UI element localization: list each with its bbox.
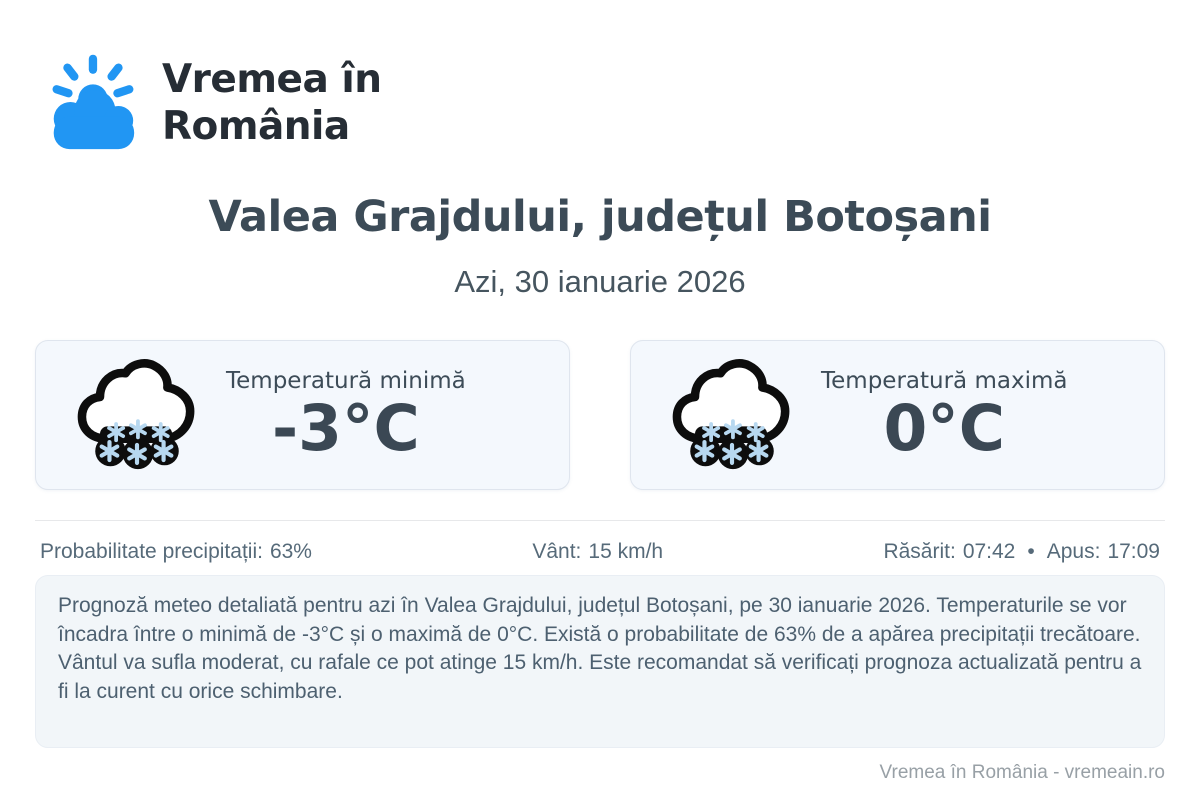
max-temperature-value: 0°C bbox=[883, 391, 1006, 465]
max-temperature-label: Temperatură maximă bbox=[821, 367, 1068, 394]
sun-times-stat: Răsărit: 07:42 • Apus: 17:09 bbox=[883, 540, 1160, 564]
footer-credit: Vremea în România - vremeain.ro bbox=[879, 762, 1165, 783]
brand-name-line2: România bbox=[162, 104, 350, 149]
min-temperature-value: -3°C bbox=[272, 391, 420, 465]
sunset-value: 17:09 bbox=[1107, 540, 1160, 563]
brand-logo[interactable]: Vremea în România bbox=[40, 52, 382, 156]
precipitation-value: 63% bbox=[269, 540, 312, 563]
wind-value: 15 km/h bbox=[588, 540, 664, 563]
date-subtitle: Azi, 30 ianuarie 2026 bbox=[454, 264, 746, 299]
sunrise-label: Răsărit: bbox=[883, 540, 956, 563]
wind-stat: Vânt: 15 km/h bbox=[532, 540, 663, 564]
page-title: Valea Grajdului, județul Botoșani bbox=[208, 192, 992, 242]
weather-stats-row: Probabilitate precipitații: 63% Vânt: 15… bbox=[40, 540, 1160, 564]
sunset-label: Apus: bbox=[1046, 540, 1101, 563]
snow-cloud-icon bbox=[672, 359, 790, 470]
section-divider bbox=[35, 520, 1165, 521]
temperature-cards: Temperatură minimă -3°C bbox=[35, 340, 1165, 490]
brand-name-line1: Vremea în bbox=[162, 57, 382, 103]
min-temperature-label: Temperatură minimă bbox=[226, 367, 466, 394]
max-temperature-text: Temperatură maximă 0°C bbox=[821, 368, 1067, 462]
wind-label: Vânt: bbox=[532, 540, 582, 563]
sunrise-stat: Răsărit: 07:42 bbox=[883, 540, 1015, 564]
sun-cloud-logo-icon bbox=[52, 54, 135, 150]
forecast-text: Prognoză meteo detaliată pentru azi în V… bbox=[58, 594, 1142, 703]
bullet-separator: • bbox=[1027, 540, 1035, 563]
min-temperature-card: Temperatură minimă -3°C bbox=[35, 340, 570, 490]
snow-cloud-icon bbox=[77, 359, 195, 470]
precipitation-stat: Probabilitate precipitații: 63% bbox=[40, 540, 312, 564]
precipitation-label: Probabilitate precipitații: bbox=[40, 540, 263, 563]
forecast-description-box: Prognoză meteo detaliată pentru azi în V… bbox=[35, 575, 1165, 748]
sunset-stat: Apus: 17:09 bbox=[1047, 540, 1160, 564]
brand-name: Vremea în România bbox=[162, 57, 382, 151]
sunrise-value: 07:42 bbox=[962, 540, 1016, 563]
min-temperature-text: Temperatură minimă -3°C bbox=[226, 368, 466, 462]
max-temperature-card: Temperatură maximă 0°C bbox=[630, 340, 1165, 490]
